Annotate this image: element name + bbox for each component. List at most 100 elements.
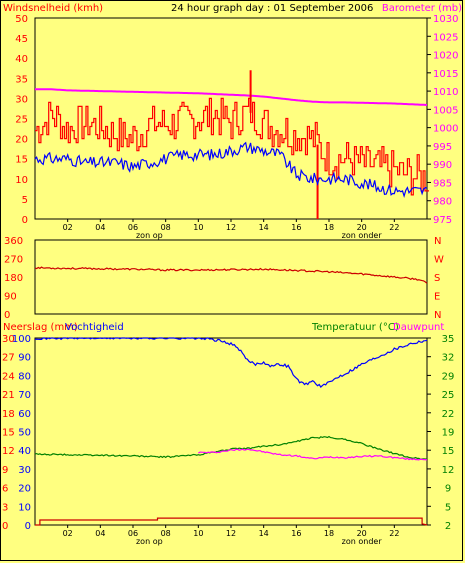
rain-tick-label: 18 — [2, 409, 15, 420]
wind-speed-tick-label: 0 — [22, 215, 28, 226]
humidity-tick-label: 50 — [18, 428, 31, 439]
hour-tick-label: 04 — [95, 529, 105, 538]
wind-speed-tick-label: 25 — [15, 115, 28, 126]
barometer-tick-label: 995 — [433, 142, 452, 153]
hour-tick-label: 18 — [324, 223, 334, 232]
wind-speed-tick-label: 35 — [15, 74, 28, 85]
rain-tick-label: 24 — [2, 371, 15, 382]
barometer-tick-label: 975 — [433, 215, 452, 226]
temperature-tick-label: 25 — [442, 390, 455, 401]
climate-plot-area — [34, 337, 428, 526]
barometer-tick-label: 980 — [433, 197, 452, 208]
hour-tick-label: 20 — [357, 529, 367, 538]
hour-tick-label: 02 — [63, 223, 73, 232]
wind-average-line — [34, 141, 428, 199]
hour-tick-label: 16 — [291, 223, 301, 232]
hour-tick-label: 04 — [95, 223, 105, 232]
rain-tick-label: 27 — [2, 353, 15, 364]
temperature-tick-label: 5 — [445, 502, 451, 513]
barometer-tick-label: 1015 — [433, 69, 458, 80]
barometer-line — [35, 88, 428, 106]
compass-label: N — [434, 310, 441, 321]
sunset-annotation: zon onder — [342, 537, 383, 546]
hour-tick-label: 22 — [389, 223, 399, 232]
hour-tick-label: 12 — [226, 223, 236, 232]
temperature-tick-label: 2 — [445, 521, 451, 532]
wind-speed-tick-label: 15 — [15, 155, 28, 166]
barometer-tick-label: 990 — [433, 160, 452, 171]
barometer-tick-label: 985 — [433, 178, 452, 189]
compass-label: W — [434, 255, 444, 266]
hour-tick-label: 22 — [389, 529, 399, 538]
wind-speed-axis-label: Windsnelheid (kmh) — [3, 3, 103, 14]
sunrise-annotation: zon op — [136, 231, 163, 240]
rain-tick-label: 30 — [2, 334, 15, 345]
barometer-axis-label: Barometer (mb) — [382, 3, 462, 14]
wind-speed-tick-label: 5 — [22, 195, 28, 206]
wind-speed-tick-label: 40 — [15, 54, 28, 65]
hour-tick-label: 14 — [259, 223, 269, 232]
wind-gust-line — [35, 97, 429, 196]
humidity-tick-label: 80 — [18, 371, 31, 382]
temperature-tick-label: 22 — [442, 409, 455, 420]
wind-direction-line — [34, 266, 428, 284]
wind-speed-tick-label: 20 — [15, 135, 28, 146]
humidity-tick-label: 70 — [18, 390, 31, 401]
sunrise-annotation: zon op — [136, 537, 163, 546]
rain-tick-label: 12 — [2, 446, 15, 457]
temperature-tick-label: 29 — [442, 371, 455, 382]
neerslag-line — [35, 517, 428, 526]
humidity-tick-label: 20 — [18, 484, 31, 495]
rain-tick-label: 6 — [2, 484, 8, 495]
compass-label: N — [434, 236, 441, 247]
temperature-tick-label: 9 — [445, 484, 451, 495]
wind-speed-tick-label: 50 — [15, 14, 28, 25]
hour-tick-label: 08 — [161, 529, 171, 538]
barometer-tick-label: 1020 — [433, 51, 458, 62]
sunset-annotation: zon onder — [342, 231, 383, 240]
wind-speed-tick-label: 45 — [15, 34, 28, 45]
direction-degree-label: 180 — [4, 273, 23, 284]
hour-tick-label: 10 — [193, 223, 203, 232]
hour-tick-label: 10 — [193, 529, 203, 538]
vochtigheid-line — [34, 337, 428, 389]
barometer-tick-label: 1005 — [433, 105, 458, 116]
hour-tick-label: 20 — [357, 223, 367, 232]
hour-tick-label: 02 — [63, 529, 73, 538]
hour-tick-label: 08 — [161, 223, 171, 232]
hour-tick-label: 06 — [128, 223, 138, 232]
humidity-tick-label: 90 — [18, 353, 31, 364]
hour-tick-label: 16 — [291, 529, 301, 538]
hour-tick-label: 14 — [259, 529, 269, 538]
barometer-tick-label: 1025 — [433, 32, 458, 43]
dewpoint-axis-label: Dauwpunt — [393, 322, 444, 333]
rain-tick-label: 0 — [2, 521, 8, 532]
humidity-axis-label: Vochtigheid — [65, 322, 124, 333]
humidity-tick-label: 40 — [18, 446, 31, 457]
temperature-tick-label: 35 — [442, 334, 455, 345]
hour-tick-label: 06 — [128, 529, 138, 538]
humidity-tick-label: 10 — [18, 502, 31, 513]
graph-title: 24 hour graph day : 01 September 2006 — [171, 3, 373, 14]
temperature-tick-label: 12 — [442, 465, 455, 476]
rain-axis-label: Neerslag (mm) — [3, 322, 78, 333]
wind-speed-tick-label: 30 — [15, 94, 28, 105]
compass-label: S — [434, 273, 440, 284]
rain-tick-label: 15 — [2, 428, 15, 439]
direction-degree-label: 360 — [4, 236, 23, 247]
humidity-tick-label: 100 — [12, 334, 31, 345]
humidity-tick-label: 60 — [18, 409, 31, 420]
barometer-tick-label: 1030 — [433, 14, 458, 25]
compass-label: E — [434, 292, 440, 303]
temperatuur-line — [34, 435, 428, 460]
dauwpunt-line — [197, 448, 428, 461]
humidity-tick-label: 0 — [25, 521, 31, 532]
direction-degree-label: 270 — [4, 255, 23, 266]
direction-degree-label: 90 — [4, 292, 17, 303]
rain-tick-label: 21 — [2, 390, 15, 401]
rain-tick-label: 3 — [2, 502, 8, 513]
hour-tick-label: 12 — [226, 529, 236, 538]
temperature-tick-label: 32 — [442, 353, 455, 364]
